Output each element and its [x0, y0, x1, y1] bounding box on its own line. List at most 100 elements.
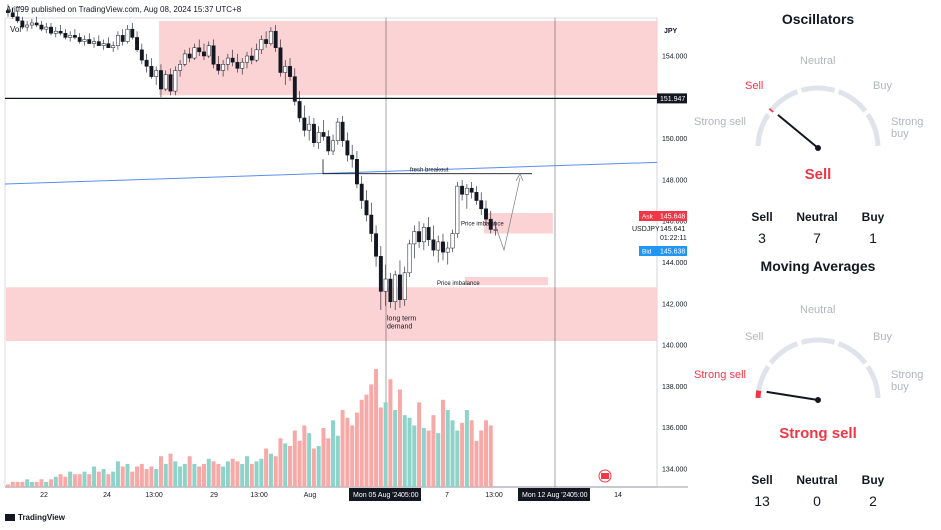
osc-sell-count-label: Sell — [751, 210, 773, 224]
volume-bar — [144, 469, 149, 487]
osc-gauge-segment — [837, 89, 868, 113]
candle-body — [58, 30, 63, 34]
volume-bar — [378, 407, 383, 487]
ma-sell-count-box: Sell 13 — [737, 473, 787, 509]
imbalance-lower-label: Price imbalance — [437, 281, 480, 287]
osc-buy-label: Buy — [873, 80, 892, 92]
ma-strong-sell-label: Strong sell — [694, 369, 746, 381]
volume-bar — [39, 479, 44, 487]
ma-neutral-count: 0 — [813, 493, 821, 509]
candle-body — [216, 64, 221, 71]
volume-bar — [149, 466, 154, 487]
volume-bar — [182, 463, 187, 487]
osc-gauge-segment — [755, 113, 771, 147]
candle-body — [288, 66, 292, 77]
ma-gauge-segment — [768, 341, 799, 365]
osc-gauge-segment — [865, 113, 881, 147]
moving-averages-gauge — [755, 337, 881, 403]
candle-body — [53, 30, 58, 34]
ma-sell-count-label: Sell — [751, 473, 773, 487]
candle-body — [68, 35, 73, 38]
volume-bar — [96, 471, 101, 487]
candle-body — [450, 233, 455, 249]
ask-tag — [657, 211, 687, 221]
candle-body — [311, 123, 316, 143]
volume-bar — [364, 394, 369, 487]
osc-neutral-count-label: Neutral — [796, 210, 838, 224]
candle-body — [192, 47, 197, 59]
volume-bar — [211, 461, 216, 487]
us-flag-stripes-icon — [601, 473, 609, 479]
volume-bar — [111, 471, 116, 487]
volume-bar — [369, 384, 374, 487]
candle-body — [96, 41, 101, 46]
candle-body — [264, 39, 269, 44]
zone-imbalance-upper — [484, 212, 553, 234]
candle-body — [187, 53, 192, 59]
publisher-line: Ariff99 published on TradingView.com, Au… — [6, 5, 242, 14]
moving-averages-title: Moving Averages — [760, 258, 876, 274]
volume-bar — [249, 463, 254, 487]
candle-body — [388, 278, 393, 302]
volume-bar — [178, 466, 183, 487]
volume-bar — [402, 415, 407, 487]
volume-bar — [187, 456, 192, 487]
candle-body — [436, 241, 441, 251]
volume-bar — [421, 428, 426, 487]
volume-label: Vol — [10, 25, 22, 34]
candle-body — [92, 41, 96, 44]
time-tick-label: 13:00 — [485, 492, 503, 499]
candle-body — [460, 185, 465, 195]
ma-result: Strong sell — [779, 425, 857, 442]
candle-body — [302, 117, 307, 131]
volume-bar — [158, 456, 163, 487]
candle-body — [149, 66, 154, 77]
candle-body — [431, 239, 436, 251]
candle-body — [225, 57, 230, 65]
ma-gauge-pivot — [815, 397, 821, 403]
price-tick-label: 134.000 — [662, 467, 687, 474]
trendline — [4, 161, 658, 185]
volume-bar — [120, 466, 125, 487]
candle-body — [106, 43, 111, 48]
candle-body — [393, 274, 398, 302]
candle-body — [173, 70, 178, 92]
volume-bar — [168, 453, 173, 487]
volume-bar — [139, 463, 144, 487]
tradingview-brand[interactable]: TradingView — [5, 513, 65, 522]
volume-bar — [331, 420, 336, 487]
ma-gauge-segment — [865, 365, 881, 399]
volume-bar — [201, 463, 206, 487]
time-tag-aug12-time: 05:00 — [570, 492, 588, 499]
candle-body — [29, 22, 34, 26]
volume-bar — [154, 469, 159, 487]
volume-bar — [464, 410, 469, 487]
oscillators-title: Oscillators — [781, 11, 855, 27]
volume-bar — [135, 466, 140, 487]
candle-body — [331, 140, 335, 152]
volume-bar — [230, 458, 235, 487]
candle-body — [144, 59, 149, 67]
candle-body — [82, 39, 87, 42]
candles-layer — [6, 4, 498, 310]
bid-tag-key — [639, 246, 657, 256]
price-tick-label: 144.000 — [662, 260, 687, 267]
candle-body — [87, 39, 92, 44]
price-tick-label: 136.000 — [662, 425, 687, 432]
volume-bar — [53, 476, 58, 487]
candle-body — [445, 247, 450, 253]
price-axis: 154.000152.000150.000148.000146.000144.0… — [632, 28, 687, 474]
projection-path — [493, 177, 521, 252]
candle-body — [221, 64, 226, 71]
ma-neutral-count-box: Neutral 0 — [792, 473, 842, 509]
candle-body — [441, 241, 445, 253]
time-tag-aug05-label: Mon 05 Aug '24 — [353, 492, 402, 499]
candle-body — [6, 10, 10, 13]
volume-bar — [115, 461, 120, 487]
candle-body — [402, 272, 407, 300]
time-tick-label: 22 — [40, 492, 48, 499]
candle-body — [202, 51, 206, 57]
volume-bar — [245, 456, 249, 487]
volume-bar — [77, 474, 82, 487]
